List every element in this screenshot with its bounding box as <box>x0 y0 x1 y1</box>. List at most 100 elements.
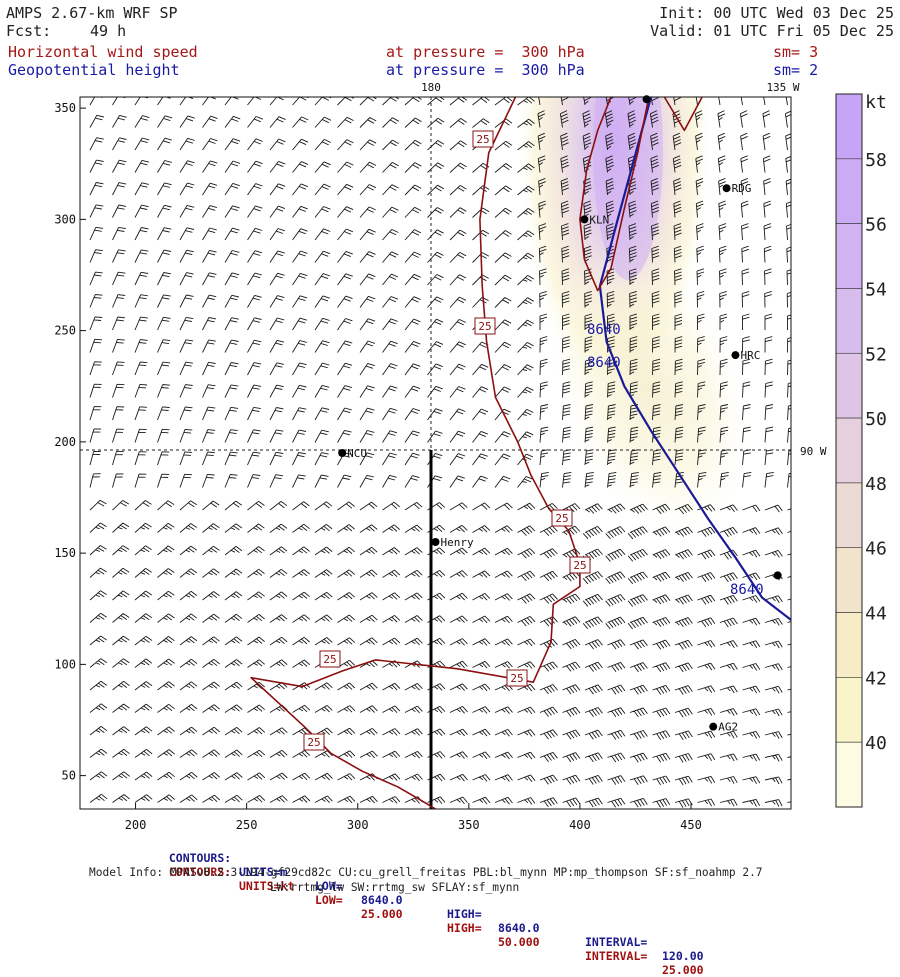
x-tick-label: 350 <box>458 818 480 832</box>
station-marker <box>338 449 347 457</box>
colorbar-bin <box>835 288 863 354</box>
station-label: Henry <box>441 536 474 549</box>
colorbar-bin <box>835 158 863 224</box>
colorbar-label: 54 <box>865 279 887 300</box>
y-tick-label: 350 <box>54 101 76 115</box>
colorbar-bin <box>835 223 863 289</box>
colorbar-bin <box>835 482 863 549</box>
field2-level: at pressure = 300 hPa <box>386 61 585 79</box>
stations: KLN RDG HRC NCU Henry AG2 <box>338 95 782 734</box>
colorbar-bin <box>835 677 863 743</box>
meridian-90w-label: 90 W <box>800 445 827 458</box>
station-marker <box>580 215 589 224</box>
contour2-interval: 25.000 <box>662 963 704 977</box>
wind-contour-25 <box>579 97 650 292</box>
colorbar-label: 52 <box>865 344 887 365</box>
colorbar-label: 40 <box>865 733 887 754</box>
station-marker <box>431 538 440 546</box>
y-tick-label: 200 <box>54 435 76 449</box>
contour2-low: 25.000 <box>361 907 403 921</box>
station-label: KLN <box>589 213 609 226</box>
height-contour-label: 8640 <box>587 355 621 371</box>
colorbar-label: 58 <box>865 150 887 171</box>
y-tick-label: 150 <box>54 546 76 560</box>
wind-contour-labels: 25 25 25 25 25 25 25 <box>303 130 591 751</box>
colorbar-label: 50 <box>865 409 887 430</box>
contour1-high: 8640.0 <box>498 921 540 935</box>
station-marker <box>773 571 782 580</box>
station-marker <box>722 184 731 193</box>
contour2-label: CONTOURS: <box>168 865 232 879</box>
station-marker <box>642 95 651 104</box>
field2-name: Geopotential height <box>8 61 180 79</box>
field1-smoothing: sm= 3 <box>773 43 819 61</box>
init-time: Init: 00 UTC Wed 03 Dec 25 <box>659 4 894 22</box>
colorbar-bin <box>835 417 863 484</box>
forecast-hour-label: Fcst: <box>6 22 52 40</box>
x-tick-label: 250 <box>236 818 258 832</box>
wind-contour-label: 25 <box>551 509 573 527</box>
contour2-units: UNITS=kt <box>239 879 295 893</box>
plot-frame <box>79 96 792 810</box>
wind-contour-label: 25 <box>303 733 325 751</box>
contour2-high-label: HIGH= <box>447 921 482 935</box>
model-info: Model Info: MPASv8.2.3-194-gf29cd82c CU:… <box>89 866 763 879</box>
svg-text:25: 25 <box>573 559 586 572</box>
meridian-180-label: 180 <box>421 81 441 94</box>
colorbar-unit: kt <box>865 92 887 113</box>
x-tick-label: 300 <box>347 818 369 832</box>
station-label: NCU <box>347 447 367 460</box>
colorbar-bin <box>835 741 863 808</box>
station-marker <box>709 722 718 731</box>
wind-contour-label: 25 <box>506 669 528 687</box>
svg-text:25: 25 <box>323 653 336 666</box>
colorbar-frame <box>835 93 863 808</box>
contour-lines <box>250 97 791 809</box>
field1-level: at pressure = 300 hPa <box>386 43 585 61</box>
jet-tail-shading <box>551 245 749 535</box>
wind-height-chart: 25 25 25 25 25 25 25 8640 8640 8640 <box>54 81 887 832</box>
wind-contour-25 <box>250 97 581 809</box>
height-contour-label: 8640 <box>587 322 621 338</box>
svg-text:25: 25 <box>478 320 491 333</box>
field1-name: Horizontal wind speed <box>8 43 198 61</box>
contour1-units: UNITS=m <box>239 865 288 879</box>
station-label: HRC <box>740 349 760 362</box>
wind-speed-shading <box>520 97 749 535</box>
wind-contour-label: 25 <box>569 556 591 574</box>
station-label: RDG <box>732 182 752 195</box>
contour1-low-label: LOW= <box>315 879 343 893</box>
wind-contour-label: 25 <box>474 317 496 335</box>
y-tick-label: 250 <box>54 324 76 338</box>
chart-title: AMPS 2.67-km WRF SP <box>6 4 178 22</box>
y-tick-label: 300 <box>54 212 76 226</box>
contour1-interval: 120.00 <box>662 949 704 963</box>
height-contour-labels: 8640 8640 8640 <box>587 322 764 598</box>
contour1-label: CONTOURS: <box>168 851 232 865</box>
colorbar-bin <box>835 93 863 160</box>
x-tick-label: 400 <box>569 818 591 832</box>
valid-time: Valid: 01 UTC Fri 05 Dec 25 <box>650 22 894 40</box>
y-axis: 50 100 150 200 250 300 350 <box>54 101 86 783</box>
svg-text:25: 25 <box>510 672 523 685</box>
wind-contour-label: 25 <box>319 650 341 668</box>
model-info-physics: LW:rrtmg_lw SW:rrtmg_sw SFLAY:sf_mynn <box>270 881 520 894</box>
svg-text:25: 25 <box>307 736 320 749</box>
height-contour-8640 <box>598 97 791 621</box>
contour2-low-label: LOW= <box>315 893 343 907</box>
colorbar-label: 42 <box>865 668 887 689</box>
y-tick-label: 100 <box>54 657 76 671</box>
meridian-135w-label: 135 W <box>766 81 799 94</box>
colorbar-label: 44 <box>865 604 887 625</box>
contour1-low: 8640.0 <box>361 893 403 907</box>
colorbar-label: 46 <box>865 539 887 560</box>
x-tick-label: 450 <box>680 818 702 832</box>
svg-text:25: 25 <box>476 133 489 146</box>
contour1-high-label: HIGH= <box>447 907 482 921</box>
contour2-interval-label: INTERVAL= <box>585 949 648 963</box>
wind-contour-label: 25 <box>472 130 494 148</box>
station-marker <box>731 351 740 360</box>
y-tick-label: 50 <box>62 769 76 783</box>
x-axis: 200 250 300 350 400 450 <box>125 803 702 832</box>
colorbar-label: 56 <box>865 215 887 236</box>
